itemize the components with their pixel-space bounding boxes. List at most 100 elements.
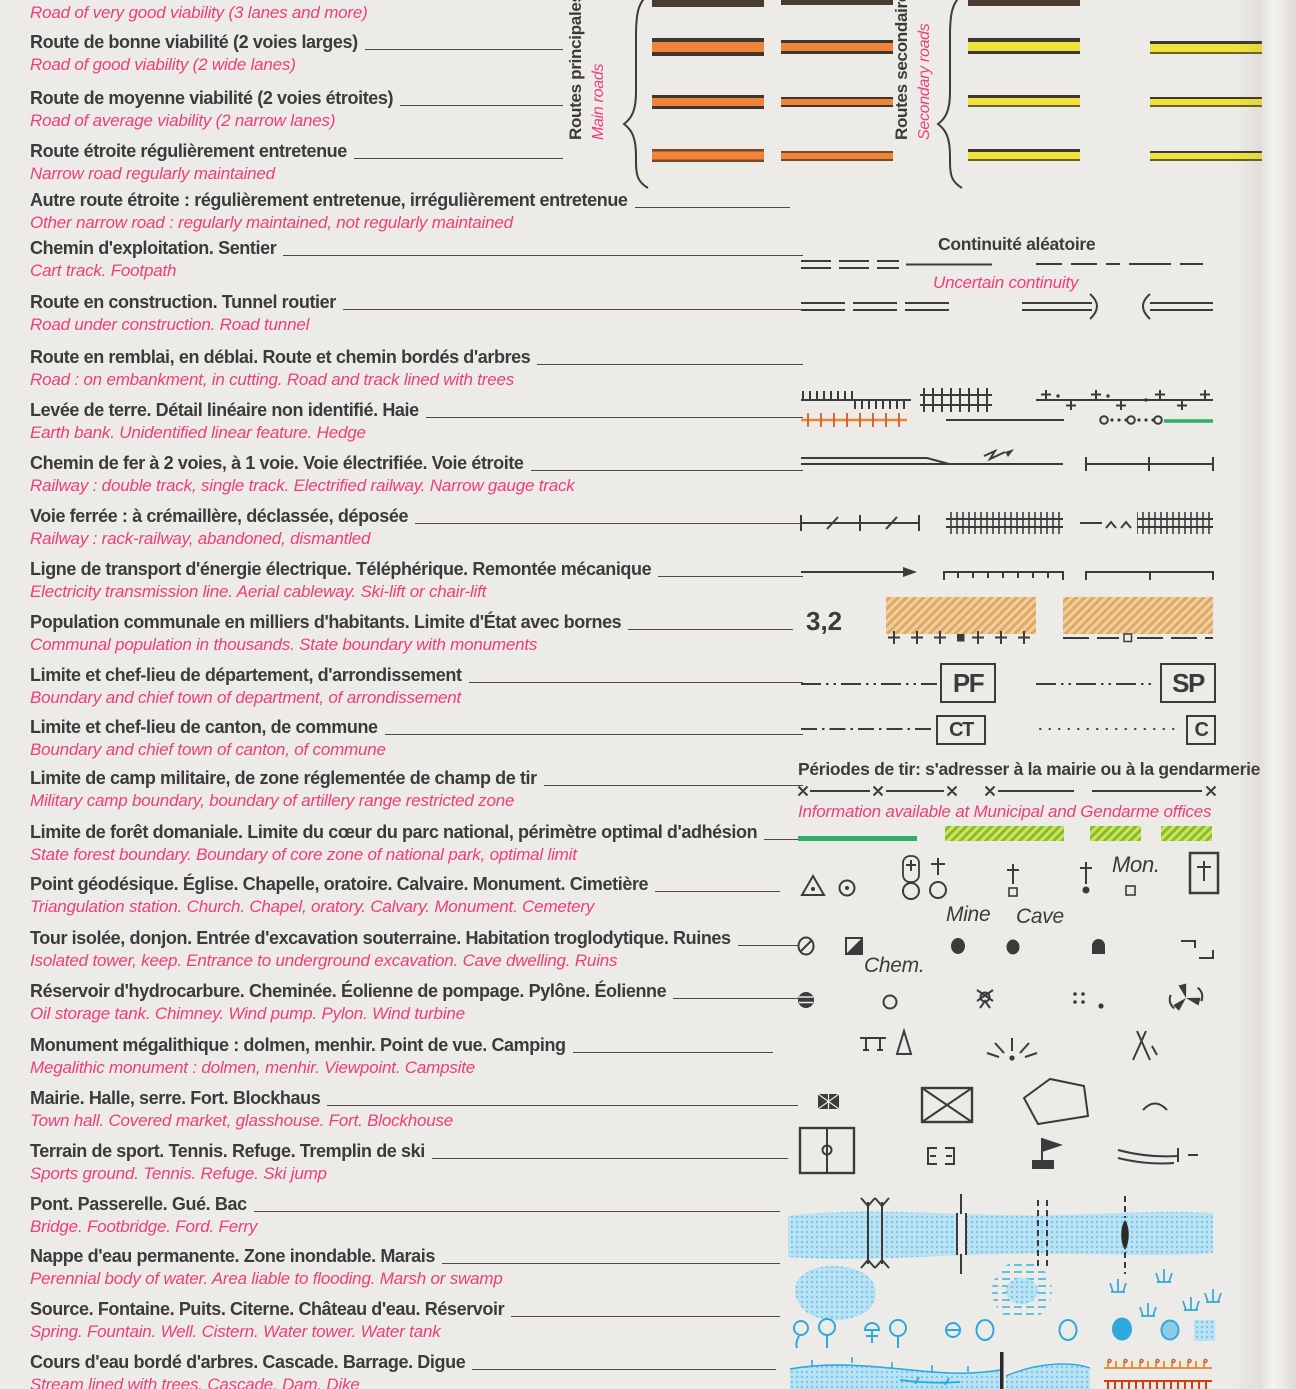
leader-line [431,1158,788,1159]
row-en-label: Perennial body of water. Area liable to … [30,1269,503,1288]
marsh-icon [1109,1269,1222,1317]
row-en-label: Town hall. Covered market, glasshouse. F… [30,1111,454,1130]
leader-line [764,839,878,840]
secondary-road-icon [968,0,1262,161]
row-fr-label: Route en remblai, en déblai. Route et ch… [30,347,531,367]
row-en-label: Boundary and chief town of department, o… [30,688,462,707]
rack-railway-icon [800,515,920,531]
row-fr-label: Autre route étroite : régulièrement entr… [30,190,628,210]
keep-icon [845,937,863,955]
row-en-label: Cart track. Footpath [30,261,177,280]
leader-line [384,734,803,735]
leader-line [472,1369,776,1370]
leader-line [530,470,803,471]
covered-market-icon [920,1086,974,1124]
row-en-label: Narrow road regularly maintained [30,164,275,183]
fort-icon [1022,1077,1090,1126]
legend-row: Route de moyenne viabilité (2 voies étro… [30,88,565,131]
embankment-icon [801,391,911,409]
dismantled-railway-icon [1080,512,1213,534]
legend-row: Mairie. Halle, serre. Fort. Blockhaus To… [30,1088,800,1131]
flood-zone-icon [992,1264,1052,1315]
row-en-label: Railway : double track, single track. El… [30,476,575,495]
row-fr-label: Cours d'eau bordé d'arbres. Cascade. Bar… [30,1352,466,1372]
row-fr-label: Nappe d'eau permanente. Zone inondable. … [30,1246,435,1266]
leader-line [658,576,803,577]
cistern-icon [1058,1319,1078,1341]
row-fr-label: Chemin de fer à 2 voies, à 1 voie. Voie … [30,453,524,473]
legend-row: Terrain de sport. Tennis. Refuge. Trempl… [30,1141,790,1184]
road-construction-icon [801,302,949,311]
leader-line [634,207,790,208]
row-en-label: Railway : rack-railway, abandoned, disma… [30,529,371,548]
leader-line [628,629,793,630]
legend-row: Limite et chef-lieu de canton, de commun… [30,717,805,760]
continuity-title: Continuité aléatoire [938,234,1096,254]
secondary-roads-label-fr: Routes secondaires [892,0,911,140]
electrified-railway-icon [983,448,1014,462]
population-value: 3,2 [806,606,843,636]
row-fr-label: Réservoir d'hydrocarbure. Cheminée. Éoli… [30,981,667,1001]
chem-label: Chem. [864,954,925,977]
firing-periods-subtitle: Information available at Municipal and G… [798,802,1212,821]
legend-row: Chemin de fer à 2 voies, à 1 voie. Voie … [30,453,805,496]
leader-line [511,1316,780,1317]
fountain-icon [863,1319,907,1348]
page-edge-shading [1236,0,1296,1389]
row-fr-label: Limite de forêt domaniale. Limite du cœu… [30,822,758,842]
legend-row: Population communale en milliers d'habit… [30,612,795,655]
road-tunnel-icon [1022,293,1213,320]
legend-row: Road of very good viability (3 lanes and… [30,1,565,23]
secondary-roads-label-en: Secondary roads [916,23,933,140]
row-en-label: Megalithic monument : dolmen, menhir. Vi… [30,1058,475,1077]
wind-pump-icon [976,989,994,1009]
bridge-icon [788,1197,1213,1269]
earth-bank-icon [801,413,907,427]
wind-turbine-icon [1168,983,1204,1011]
row-en-label: Road : on embankment, in cutting. Road a… [30,370,515,389]
row-en-label: Communal population in thousands. State … [30,635,538,654]
row-fr-label: Terrain de sport. Tennis. Refuge. Trempl… [30,1141,425,1161]
row-fr-label: Limite de camp militaire, de zone réglem… [30,768,537,788]
leader-line [441,1263,780,1264]
row-fr-label: Source. Fontaine. Puits. Citerne. Châtea… [30,1299,505,1319]
row-en-label: Spring. Fountain. Well. Cistern. Water t… [30,1322,441,1341]
row-fr-label: Pont. Passerelle. Gué. Bac [30,1194,247,1214]
legend-row: Point géodésique. Église. Chapelle, orat… [30,874,782,917]
park-boundary-icon [945,826,1212,841]
row-en-label: Military camp boundary, boundary of arti… [30,791,515,810]
leader-line [543,785,803,786]
chimney-icon [882,994,898,1010]
sports-ground-icon [798,1126,856,1175]
ford-icon [1037,1200,1048,1266]
ski-lift-icon [1085,571,1214,580]
row-fr-label: Point géodésique. Église. Chapelle, orat… [30,874,649,894]
legend-row: Monument mégalithique : dolmen, menhir. … [30,1035,775,1078]
stream-icon [789,1357,1001,1389]
legend-row: Chemin d'exploitation. Sentier Cart trac… [30,238,805,281]
pond-icon [794,1265,877,1321]
leader-line [353,158,563,159]
ruins-icon [1181,940,1214,959]
tower-icon [797,936,815,956]
row-en-label: Road under construction. Road tunnel [30,315,310,334]
secondary-roads-brace [936,0,963,189]
row-en-label: Road of good viability (2 wide lanes) [30,55,296,74]
row-en-label: Triangulation station. Church. Chapel, o… [30,897,595,916]
viewpoint-icon [986,1038,1038,1061]
refuge-icon [1032,1138,1063,1169]
leader-line [572,1052,773,1053]
row-fr-label: Limite et chef-lieu de département, d'ar… [30,665,462,685]
blockhouse-icon [1142,1102,1168,1111]
legend-row: Autre route étroite : régulièrement entr… [30,190,792,233]
leader-line [673,998,798,999]
leader-line [327,1105,798,1106]
legend-row: Ligne de transport d'énergie électrique.… [30,559,805,602]
campsite-icon [1132,1030,1158,1061]
tennis-icon [927,1147,955,1165]
row-en-label: Road of very good viability (3 lanes and… [30,3,368,22]
legend-row: Route de bonne viabilité (2 voies larges… [30,32,565,75]
legend-row: Cours d'eau bordé d'arbres. Cascade. Bar… [30,1352,778,1389]
water-tank-icon [1160,1319,1215,1341]
railway-icon [801,457,1063,465]
